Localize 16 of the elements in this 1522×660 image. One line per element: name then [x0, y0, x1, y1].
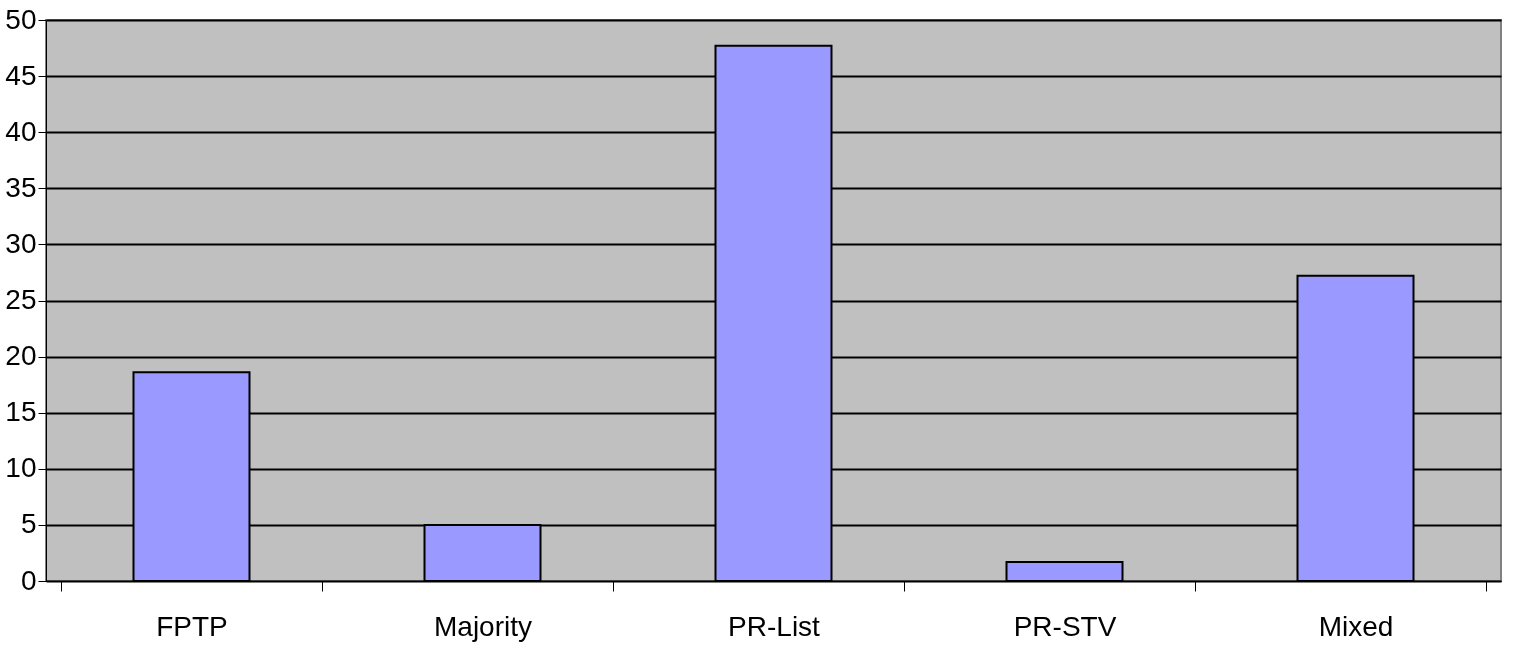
y-tick-label: 10: [5, 452, 37, 484]
y-tick-label: 40: [5, 115, 37, 147]
y-tick-label: 50: [5, 3, 37, 35]
y-tick-label: 30: [5, 227, 37, 259]
y-tick-label: 35: [5, 171, 37, 203]
y-tick-label: 15: [5, 396, 37, 428]
y-tick-label: 0: [20, 564, 37, 596]
y-tick-label: 5: [20, 508, 37, 540]
y-tick-label: 25: [5, 284, 37, 315]
x-tick-label: PR-STV: [1013, 610, 1117, 642]
x-tick-label: Mixed: [1318, 610, 1394, 642]
y-tick-label: 20: [5, 340, 37, 372]
x-tick-label: Majority: [433, 610, 533, 642]
x-tick-label: FPTP: [156, 610, 228, 642]
y-tick-label: 45: [5, 59, 37, 91]
x-tick-label: PR-List: [728, 610, 821, 642]
